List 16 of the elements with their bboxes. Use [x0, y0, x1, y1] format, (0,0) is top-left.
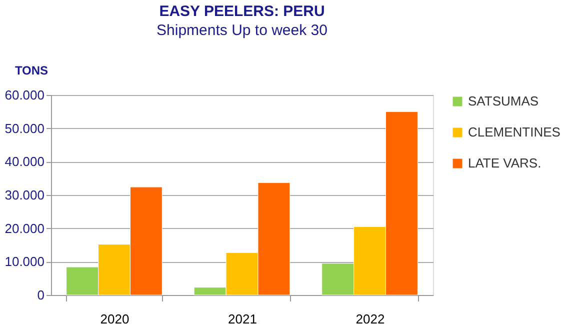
chart-subtitle: Shipments Up to week 30	[156, 22, 328, 39]
chart-title: EASY PEELERS: PERU	[159, 3, 325, 20]
y-tick-label: 60.000	[4, 88, 44, 102]
y-tick-label: 50.000	[4, 120, 44, 136]
y-axis-title: TONS	[14, 64, 48, 78]
x-tick-label: 2022	[356, 312, 385, 326]
y-tick-label: 20.000	[4, 220, 44, 236]
legend-label: SATSUMAS	[468, 94, 539, 108]
x-tick-label: 2021	[228, 312, 257, 326]
y-tick-label: 30.000	[4, 188, 44, 202]
x-tick-label: 2020	[100, 312, 130, 326]
legend-label: LATE VARS.	[468, 156, 542, 170]
legend-label: CLEMENTINES	[468, 124, 561, 140]
y-tick-label: 40.000	[4, 154, 44, 170]
y-tick-label: 10.000	[4, 254, 44, 270]
y-tick-label: 0	[37, 288, 44, 302]
